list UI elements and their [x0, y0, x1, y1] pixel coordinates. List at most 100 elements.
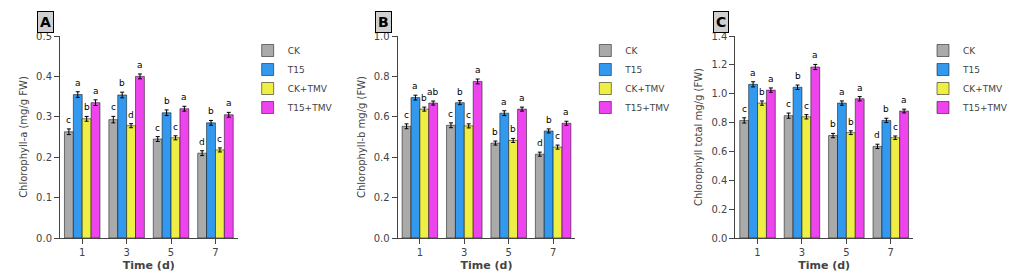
svg-text:a: a [226, 98, 232, 108]
svg-text:c: c [786, 99, 791, 109]
svg-text:b: b [848, 117, 854, 127]
svg-text:CK+TMV: CK+TMV [625, 84, 665, 94]
svg-text:3: 3 [461, 247, 467, 258]
svg-text:a: a [93, 86, 99, 96]
svg-text:3: 3 [799, 247, 805, 258]
svg-text:c: c [173, 122, 178, 132]
svg-text:0.0: 0.0 [711, 233, 727, 244]
svg-text:a: a [412, 81, 418, 91]
svg-text:T15+TMV: T15+TMV [624, 103, 670, 113]
svg-text:b: b [164, 96, 170, 106]
svg-text:C: C [716, 14, 726, 30]
svg-text:0.4: 0.4 [711, 175, 727, 186]
svg-text:a: a [901, 95, 907, 105]
svg-text:d: d [537, 138, 543, 148]
svg-text:d: d [128, 110, 134, 120]
svg-text:c: c [66, 115, 71, 125]
svg-text:b: b [830, 119, 836, 129]
svg-text:1: 1 [417, 247, 423, 258]
svg-text:b: b [84, 102, 90, 112]
svg-text:B: B [378, 14, 389, 30]
svg-text:b: b [492, 127, 498, 137]
svg-text:5: 5 [843, 247, 849, 258]
svg-text:a: a [750, 68, 756, 78]
svg-text:Chlorophyll total mg/g (FW): Chlorophyll total mg/g (FW) [693, 68, 704, 206]
svg-text:0.2: 0.2 [711, 204, 727, 215]
svg-text:c: c [155, 123, 160, 133]
svg-text:T15: T15 [962, 65, 980, 75]
svg-text:b: b [795, 71, 801, 81]
svg-text:Time (d): Time (d) [123, 259, 175, 272]
svg-text:7: 7 [550, 247, 556, 258]
svg-text:0.3: 0.3 [36, 111, 52, 122]
svg-text:CK+TMV: CK+TMV [963, 84, 1003, 94]
svg-text:b: b [119, 78, 125, 88]
svg-text:1.0: 1.0 [374, 31, 390, 42]
svg-text:T15: T15 [287, 65, 305, 75]
svg-text:0.2: 0.2 [374, 192, 390, 203]
svg-text:a: a [768, 74, 774, 84]
svg-text:d: d [874, 130, 880, 140]
svg-text:a: a [563, 107, 569, 117]
svg-text:b: b [546, 115, 552, 125]
svg-text:CK: CK [625, 46, 638, 56]
svg-text:b: b [510, 124, 516, 134]
svg-text:a: a [181, 92, 187, 102]
svg-text:0.2: 0.2 [36, 152, 52, 163]
svg-text:0.0: 0.0 [374, 233, 390, 244]
svg-text:b: b [457, 87, 463, 97]
svg-text:0.8: 0.8 [374, 71, 390, 82]
svg-text:b: b [208, 106, 214, 116]
svg-text:7: 7 [212, 247, 218, 258]
svg-text:c: c [893, 122, 898, 132]
svg-text:0.4: 0.4 [36, 71, 52, 82]
svg-text:0.8: 0.8 [711, 117, 727, 128]
svg-text:c: c [555, 131, 560, 141]
svg-text:1.4: 1.4 [711, 31, 727, 42]
svg-text:Chlorophyll-a (mg/g FW): Chlorophyll-a (mg/g FW) [18, 76, 29, 198]
svg-text:a: a [475, 65, 481, 75]
svg-text:0.6: 0.6 [711, 146, 727, 157]
svg-text:b: b [883, 104, 889, 114]
svg-text:a: a [812, 50, 818, 60]
svg-text:7: 7 [888, 247, 894, 258]
svg-text:Chlorophyll-b mg/g (FW): Chlorophyll-b mg/g (FW) [356, 76, 367, 198]
svg-text:1.2: 1.2 [711, 59, 727, 70]
svg-text:a: a [137, 60, 143, 70]
svg-text:b: b [421, 93, 427, 103]
svg-text:1: 1 [754, 247, 760, 258]
svg-text:0.1: 0.1 [36, 192, 52, 203]
svg-text:0.5: 0.5 [36, 31, 52, 42]
svg-text:1.0: 1.0 [711, 88, 727, 99]
svg-text:c: c [466, 110, 471, 120]
svg-text:T15+TMV: T15+TMV [287, 103, 333, 113]
svg-text:b: b [759, 87, 765, 97]
svg-text:a: a [839, 87, 845, 97]
svg-text:CK+TMV: CK+TMV [288, 84, 328, 94]
svg-text:c: c [404, 110, 409, 120]
svg-text:a: a [519, 93, 525, 103]
svg-text:a: a [75, 78, 81, 88]
svg-text:CK: CK [963, 46, 976, 56]
svg-text:5: 5 [168, 247, 174, 258]
svg-text:c: c [448, 109, 453, 119]
svg-text:CK: CK [288, 46, 301, 56]
svg-text:a: a [857, 83, 863, 93]
svg-text:T15+TMV: T15+TMV [962, 103, 1008, 113]
svg-text:c: c [111, 102, 116, 112]
svg-text:Time (d): Time (d) [798, 259, 850, 272]
svg-text:0.6: 0.6 [374, 111, 390, 122]
svg-text:a: a [501, 97, 507, 107]
svg-text:c: c [742, 104, 747, 114]
svg-text:c: c [804, 101, 809, 111]
svg-text:A: A [40, 14, 51, 30]
svg-text:1: 1 [79, 247, 85, 258]
svg-text:c: c [217, 134, 222, 144]
svg-text:T15: T15 [624, 65, 642, 75]
svg-text:0.4: 0.4 [374, 152, 390, 163]
svg-text:ab: ab [427, 87, 439, 97]
svg-text:0.0: 0.0 [36, 233, 52, 244]
svg-text:Time (d): Time (d) [461, 259, 513, 272]
svg-text:5: 5 [506, 247, 512, 258]
svg-text:3: 3 [123, 247, 129, 258]
